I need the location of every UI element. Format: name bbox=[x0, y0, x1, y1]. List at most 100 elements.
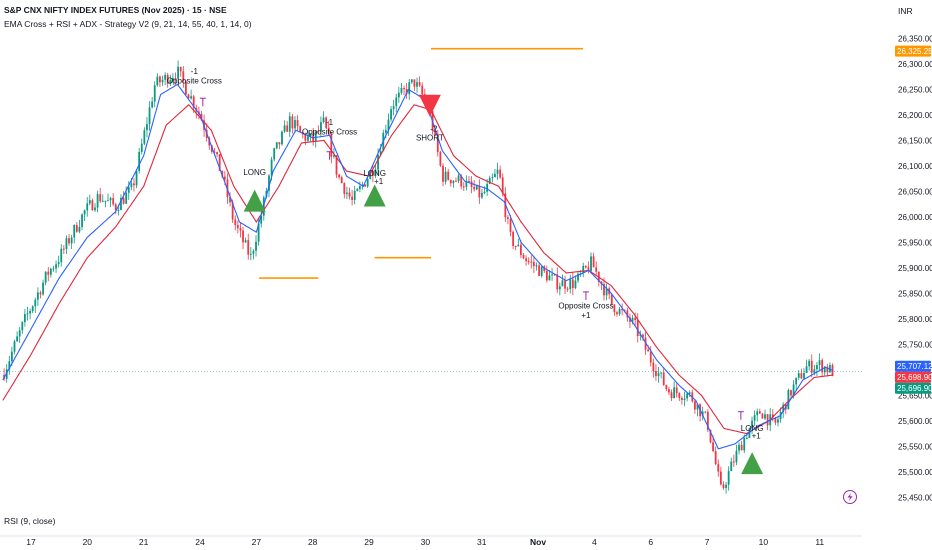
candle-body bbox=[148, 107, 151, 125]
candle-body bbox=[400, 87, 403, 93]
trade-marker-icon bbox=[582, 291, 589, 300]
price-tag-bg bbox=[895, 360, 931, 372]
price-tick-label: 26,150.00 bbox=[898, 136, 932, 145]
candle-body bbox=[636, 320, 639, 336]
candle-body bbox=[408, 82, 411, 95]
candle-body bbox=[57, 262, 60, 265]
ema-lines-layer bbox=[2, 83, 834, 450]
time-axis[interactable]: 17 20 21 24 27 28 29 30 31 Nov 4 6 7 10 11 bbox=[26, 537, 824, 547]
short-signal-triangle-icon[interactable] bbox=[418, 94, 441, 117]
candle-body bbox=[501, 177, 504, 194]
candle-body bbox=[823, 366, 826, 373]
candle-body bbox=[379, 151, 382, 155]
rsi-pane-label[interactable]: RSI (9, close) bbox=[4, 516, 56, 526]
long-signal-triangle-icon[interactable] bbox=[741, 452, 764, 475]
candle-body bbox=[343, 183, 346, 194]
price-tag-label: 25,707.12 bbox=[897, 362, 932, 371]
trade-marker-icon bbox=[326, 151, 333, 160]
candle-body bbox=[397, 92, 400, 98]
candle-body bbox=[764, 414, 766, 419]
candle-body bbox=[78, 227, 81, 232]
candle-body bbox=[177, 66, 180, 79]
candle-body bbox=[242, 230, 244, 243]
candle-body bbox=[104, 200, 107, 202]
candle-body bbox=[803, 373, 805, 379]
time-tick-label: 31 bbox=[477, 537, 487, 547]
price-tag: 25,696.90 bbox=[895, 382, 932, 394]
candle-body bbox=[49, 268, 52, 275]
candle-body bbox=[665, 385, 668, 390]
candle-body bbox=[161, 79, 164, 83]
candle-body bbox=[418, 82, 421, 86]
candle-body bbox=[457, 175, 460, 182]
candle-body bbox=[797, 373, 800, 378]
alert-lightning-icon[interactable] bbox=[843, 490, 857, 504]
candle-body bbox=[421, 85, 424, 95]
candle-body bbox=[758, 411, 761, 414]
candle-body bbox=[133, 183, 135, 186]
price-tick-label: 26,100.00 bbox=[898, 162, 932, 171]
signal-label: LONG bbox=[243, 168, 266, 177]
candle-body bbox=[36, 292, 39, 300]
price-tick-label: 26,350.00 bbox=[898, 34, 932, 43]
candle-body bbox=[792, 384, 795, 396]
candle-body bbox=[13, 341, 16, 352]
candle-body bbox=[800, 373, 803, 379]
price-tick-label: 25,900.00 bbox=[898, 264, 932, 273]
candle-body bbox=[138, 152, 141, 172]
candle-body bbox=[47, 271, 50, 275]
candle-body bbox=[545, 271, 548, 281]
candle-body bbox=[722, 484, 725, 488]
price-tick-label: 26,050.00 bbox=[898, 187, 932, 196]
candle-body bbox=[70, 237, 73, 244]
candle-body bbox=[281, 131, 283, 145]
candle-body bbox=[153, 85, 156, 102]
strategy-legend[interactable]: EMA Cross + RSI + ADX - Strategy V2 (9, … bbox=[4, 19, 252, 29]
candle-body bbox=[353, 190, 356, 200]
candle-body bbox=[709, 429, 712, 443]
candle-body bbox=[761, 413, 764, 419]
candle-body bbox=[192, 96, 195, 109]
candle-body bbox=[517, 244, 520, 247]
candle-body bbox=[678, 393, 681, 399]
candle-body bbox=[673, 387, 676, 399]
long-signal-triangle-icon[interactable] bbox=[363, 184, 386, 207]
price-tag: 25,698.90 bbox=[895, 371, 932, 383]
candle-body bbox=[621, 308, 624, 311]
candle-body bbox=[140, 143, 143, 153]
candle-body bbox=[94, 207, 96, 211]
candle-body bbox=[86, 203, 89, 211]
candle-body bbox=[816, 364, 818, 370]
candle-body bbox=[652, 362, 655, 372]
time-tick-label: 6 bbox=[648, 537, 653, 547]
long-signal-triangle-icon[interactable] bbox=[243, 189, 266, 212]
candle-body bbox=[442, 165, 444, 182]
candle-body bbox=[795, 377, 798, 385]
candle-body bbox=[52, 268, 55, 270]
candle-body bbox=[626, 310, 629, 318]
symbol-title[interactable]: S&P CNX NIFTY INDEX FUTURES (Nov 2025) ·… bbox=[4, 5, 227, 15]
candle-body bbox=[75, 225, 78, 232]
time-tick-label: 27 bbox=[252, 537, 262, 547]
candle-body bbox=[146, 124, 148, 131]
candle-body bbox=[571, 279, 574, 289]
candle-body bbox=[327, 127, 330, 135]
candle-body bbox=[213, 151, 216, 153]
candle-body bbox=[584, 265, 587, 268]
candle-body bbox=[26, 313, 29, 315]
candle-body bbox=[605, 288, 608, 296]
candle-body bbox=[239, 228, 242, 231]
candle-body bbox=[42, 282, 44, 295]
candle-body bbox=[151, 101, 154, 108]
candle-body bbox=[532, 261, 535, 267]
candle-body bbox=[288, 116, 291, 132]
candle-body bbox=[187, 94, 190, 99]
price-tag-label: 26,325.25 bbox=[897, 47, 932, 56]
price-tag: 26,325.25 bbox=[895, 45, 932, 57]
candle-body bbox=[60, 248, 63, 263]
candle-body bbox=[268, 175, 270, 191]
candle-body bbox=[704, 411, 707, 413]
